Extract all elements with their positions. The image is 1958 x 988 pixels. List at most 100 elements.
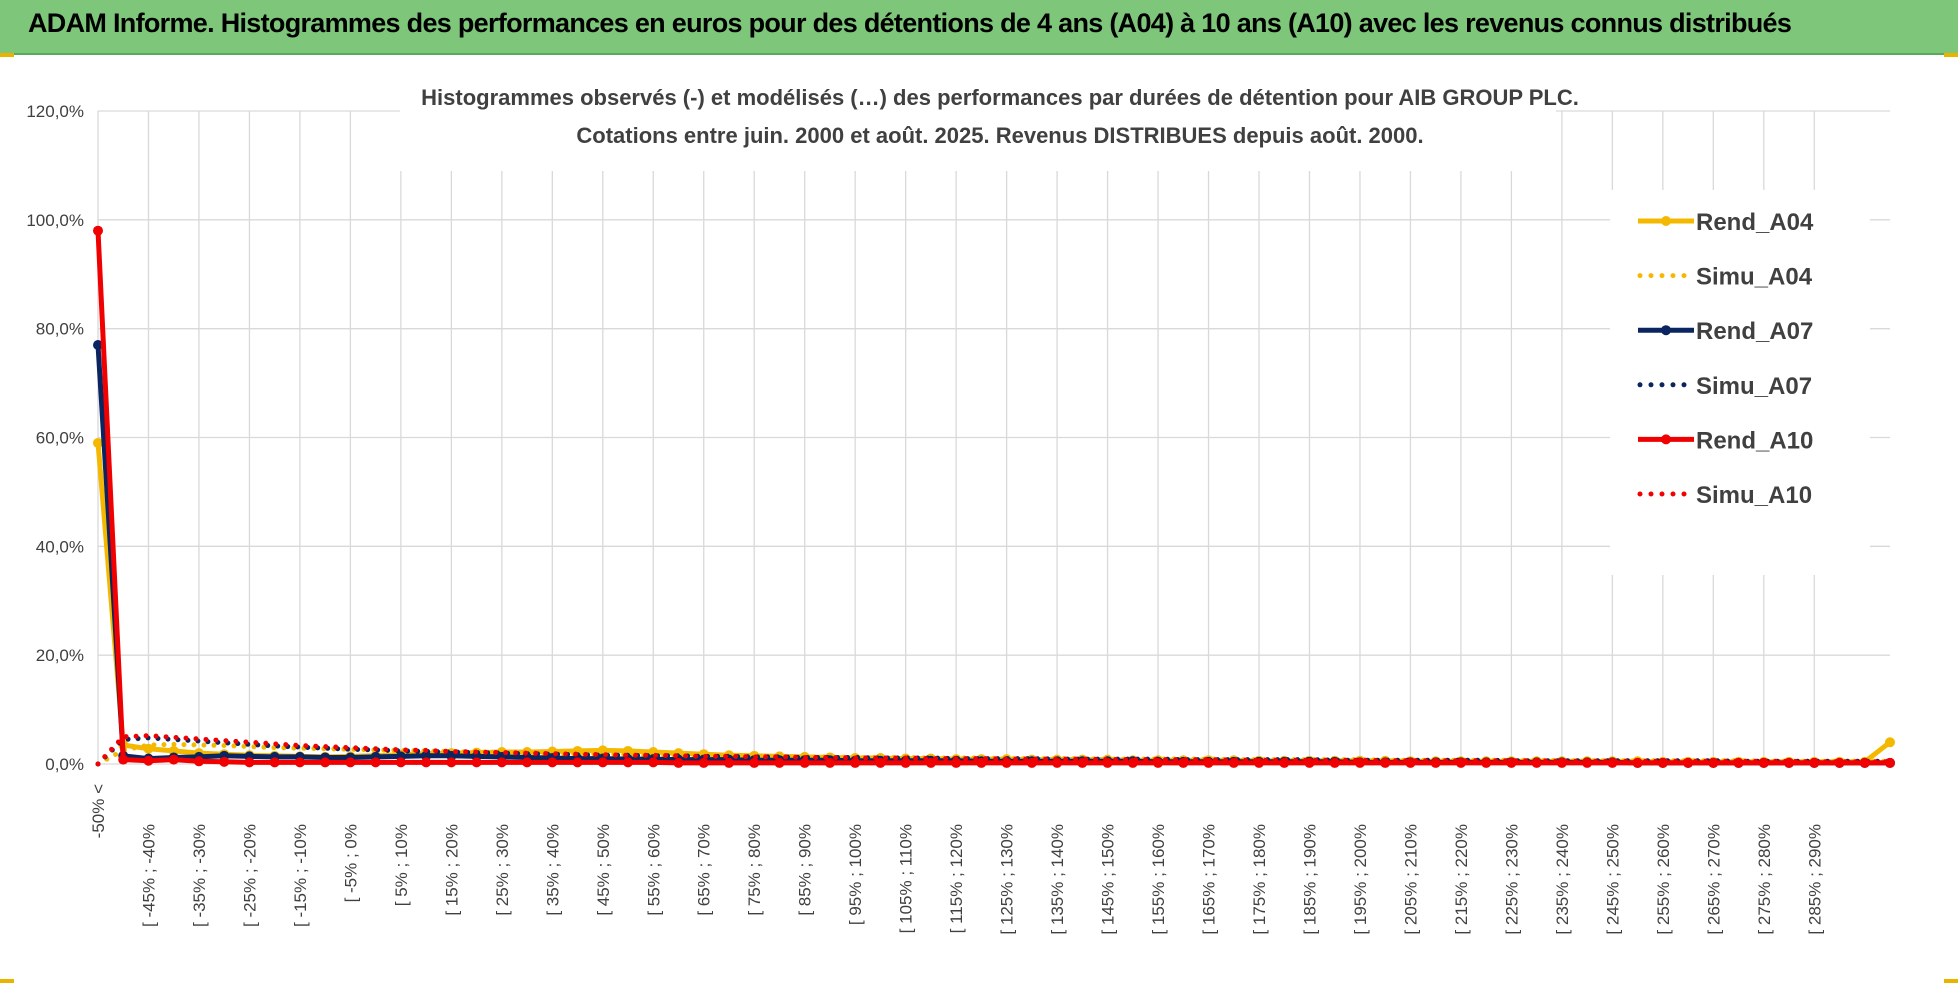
data-point [824, 757, 835, 768]
x-tick-label: [ -15% ; -10% [291, 824, 310, 927]
data-point [193, 756, 204, 767]
report-title: ADAM Informe. Histogrammes des performan… [28, 8, 1792, 38]
data-point [648, 757, 659, 768]
x-tick-label: [ 225% ; 230% [1502, 824, 1521, 935]
title-background [400, 73, 1556, 171]
x-tick-label: [ 255% ; 260% [1654, 824, 1673, 935]
data-point [522, 757, 533, 768]
data-point [623, 757, 634, 768]
x-tick-label: [ 65% ; 70% [695, 824, 714, 916]
y-tick-label: 80,0% [36, 320, 84, 339]
legend-label: Simu_A10 [1696, 482, 1812, 509]
y-tick-label: 100,0% [26, 211, 84, 230]
data-point [219, 756, 230, 767]
legend-label: Rend_A07 [1696, 318, 1813, 345]
data-point [395, 757, 406, 768]
data-point [900, 757, 911, 768]
legend-marker [1661, 434, 1671, 445]
x-tick-label: [ 215% ; 220% [1452, 824, 1471, 935]
data-point [496, 757, 507, 768]
x-tick-label: [ 135% ; 140% [1048, 824, 1067, 935]
data-point [698, 757, 709, 768]
x-tick-label: [ 175% ; 180% [1250, 824, 1269, 935]
data-point [749, 757, 760, 768]
corner-marker [1944, 979, 1958, 983]
data-point [774, 757, 785, 768]
x-tick-label: [ -25% ; -20% [240, 824, 259, 927]
x-tick-label: [ 235% ; 240% [1553, 824, 1572, 935]
legend: Rend_A04 Simu_A04 Rend_A07 Simu_A07 Rend_A10… [1610, 190, 1870, 575]
x-tick-label: [ 285% ; 290% [1805, 824, 1824, 935]
data-point [597, 757, 608, 768]
legend-background [1610, 190, 1870, 575]
x-tick-label: [ 165% ; 170% [1200, 824, 1219, 935]
x-tick-label: [ 95% ; 100% [846, 824, 865, 925]
x-tick-label: [ 115% ; 120% [947, 824, 966, 933]
data-point [168, 754, 179, 765]
data-point [1885, 737, 1895, 748]
x-tick-label: [ -35% ; -30% [190, 824, 209, 927]
series-dotted-line [95, 733, 1893, 767]
x-tick-label: [ 75% ; 80% [745, 824, 764, 916]
legend-marker [1661, 216, 1671, 226]
data-point [421, 757, 432, 768]
data-point [850, 757, 861, 768]
x-tick-label: [ 245% ; 250% [1603, 824, 1622, 935]
x-tick-label: -50% < [89, 784, 108, 838]
data-point [244, 757, 255, 768]
legend-marker [1661, 325, 1671, 336]
x-tick-label: [ 55% ; 60% [644, 824, 663, 916]
x-tick-label: [ 265% ; 270% [1704, 824, 1723, 935]
x-tick-label: [ 185% ; 190% [1300, 824, 1319, 935]
x-tick-label: [ 125% ; 130% [998, 824, 1017, 935]
data-point [294, 757, 305, 768]
y-tick-label: 40,0% [36, 537, 84, 556]
x-tick-label: [ 35% ; 40% [543, 824, 562, 916]
x-tick-label: [ -45% ; -40% [139, 824, 158, 927]
x-tick-label: [ 45% ; 50% [594, 824, 613, 916]
x-tick-label: [ 205% ; 210% [1401, 824, 1420, 935]
data-point [93, 437, 103, 448]
data-point [673, 757, 684, 768]
x-tick-label: [ 105% ; 110% [897, 824, 916, 933]
corner-marker [0, 53, 14, 57]
data-point [118, 754, 129, 765]
legend-label: Rend_A10 [1696, 427, 1813, 454]
x-tick-label: [ -5% ; 0% [341, 824, 360, 902]
x-tick-label: [ 85% ; 90% [796, 824, 815, 916]
data-point [875, 757, 886, 768]
plot-series [93, 225, 1895, 768]
data-point [93, 225, 103, 236]
data-point [370, 757, 381, 768]
chart-title: Histogrammes observés (-) et modélisés (… [421, 85, 1579, 110]
x-axis: -50% < [ -45% ; -40% [ -35% ; -30% [ -25% ;… [89, 784, 1824, 935]
y-tick-label: 120,0% [26, 102, 84, 121]
corner-marker [0, 979, 14, 983]
y-tick-label: 20,0% [36, 646, 84, 665]
data-point [951, 757, 962, 768]
legend-label: Simu_A04 [1696, 264, 1813, 291]
x-tick-label: [ 25% ; 30% [493, 824, 512, 916]
y-tick-label: 60,0% [36, 429, 84, 448]
x-tick-label: [ 5% ; 10% [392, 824, 411, 906]
x-tick-label: [ 15% ; 20% [442, 824, 461, 916]
data-point [799, 757, 810, 768]
data-point [269, 757, 280, 768]
data-point [446, 757, 457, 768]
legend-label: Simu_A07 [1696, 373, 1812, 400]
legend-label: Rend_A04 [1696, 209, 1814, 236]
y-tick-label: 0,0% [45, 755, 84, 774]
data-point [547, 757, 558, 768]
histogram-chart: 0,0% 20,0% 40,0% 60,0% 80,0% 100,0% 120,0% -50… [26, 73, 1895, 935]
chart-area: 0,0% 20,0% 40,0% 60,0% 80,0% 100,0% 120,0% -50… [0, 55, 1958, 983]
x-tick-label: [ 275% ; 280% [1755, 824, 1774, 935]
y-axis: 0,0% 20,0% 40,0% 60,0% 80,0% 100,0% 120,0% [26, 102, 84, 774]
x-tick-label: [ 145% ; 150% [1099, 824, 1118, 935]
data-point [572, 757, 583, 768]
data-point [471, 757, 482, 768]
data-point [143, 755, 154, 766]
report-banner: ADAM Informe. Histogrammes des performan… [0, 0, 1958, 55]
data-point [320, 757, 331, 768]
data-point [925, 757, 936, 768]
